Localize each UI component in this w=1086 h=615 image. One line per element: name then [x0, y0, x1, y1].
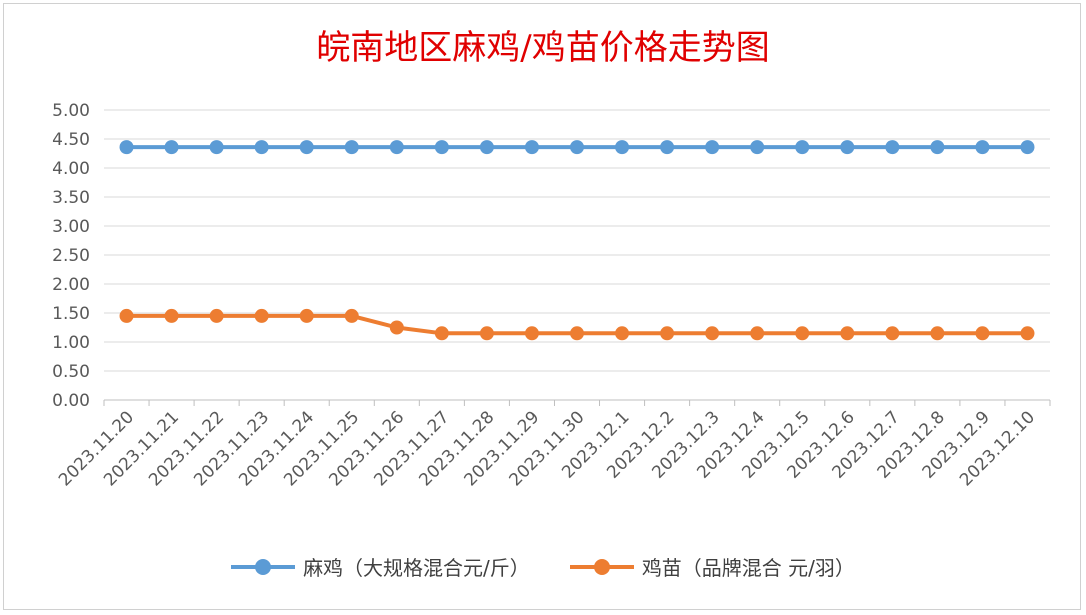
data-point [344, 308, 359, 323]
data-point [885, 140, 900, 155]
legend: 麻鸡（大规格混合元/斤） 鸡苗（品牌混合 元/羽） [0, 552, 1086, 581]
chart-area [3, 3, 1081, 610]
data-point [209, 308, 224, 323]
y-tick-label: 4.50 [52, 130, 90, 150]
data-point [795, 326, 810, 341]
data-point [840, 326, 855, 341]
data-point [254, 140, 269, 155]
data-point [660, 326, 675, 341]
y-tick-label: 0.00 [52, 391, 90, 411]
data-point [930, 140, 945, 155]
data-point [615, 140, 630, 155]
data-point [570, 326, 584, 341]
data-point [840, 140, 855, 155]
data-point [975, 140, 990, 155]
legend-marker-series-2 [569, 558, 634, 575]
y-tick-label: 5.00 [52, 101, 90, 121]
legend-label-series-1: 麻鸡（大规格混合元/斤） [303, 556, 530, 580]
y-tick-label: 1.50 [52, 304, 90, 324]
data-point [389, 320, 404, 335]
data-point [164, 308, 179, 323]
data-point [885, 326, 900, 341]
legend-item-series-1: 麻鸡（大规格混合元/斤） [231, 552, 530, 581]
legend-marker-series-1 [231, 558, 296, 575]
data-point [1020, 140, 1035, 155]
data-point [119, 140, 134, 155]
data-point [750, 326, 765, 341]
chart-title: 皖南地区麻鸡/鸡苗价格走势图 [316, 28, 770, 68]
y-tick-label: 1.00 [52, 333, 90, 353]
y-tick-label: 2.50 [52, 246, 90, 266]
data-point [434, 140, 449, 155]
data-point [1020, 326, 1035, 341]
y-tick-label: 4.00 [52, 159, 90, 179]
data-point [479, 326, 494, 341]
data-point [254, 308, 269, 323]
data-point [660, 140, 675, 155]
data-point [389, 140, 404, 155]
data-point [570, 140, 584, 155]
y-tick-label: 2.00 [52, 275, 90, 295]
data-point [164, 140, 179, 155]
y-tick-label: 3.50 [52, 188, 90, 208]
legend-item-series-2: 鸡苗（品牌混合 元/羽） [569, 552, 855, 581]
y-tick-label: 3.00 [52, 217, 90, 237]
data-point [434, 326, 449, 341]
y-tick-label: 0.50 [52, 362, 90, 382]
data-point [795, 140, 810, 155]
data-point [705, 326, 720, 341]
data-point [975, 326, 990, 341]
data-point [615, 326, 630, 341]
data-point [524, 326, 539, 341]
data-point [299, 140, 314, 155]
data-point [930, 326, 945, 341]
data-point [299, 308, 314, 323]
legend-label-series-2: 鸡苗（品牌混合 元/羽） [641, 556, 855, 580]
data-point [119, 308, 134, 323]
data-point [344, 140, 359, 155]
data-point [705, 140, 720, 155]
data-point [479, 140, 494, 155]
data-point [209, 140, 224, 155]
data-point [750, 140, 765, 155]
data-point [524, 140, 539, 155]
